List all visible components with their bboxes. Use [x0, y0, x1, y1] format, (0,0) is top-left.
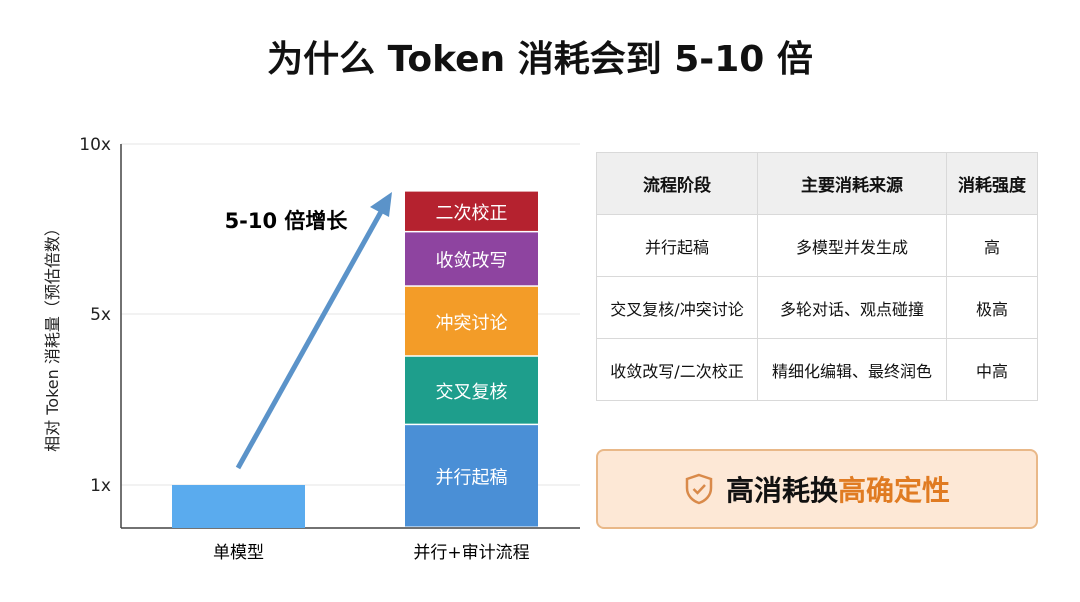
callout-highlight: 高确定性 — [838, 474, 951, 507]
bar-segment — [405, 232, 538, 286]
x-tick-label: 并行+审计流程 — [413, 543, 529, 563]
stacked-bar-chart: 1x 5x 10x 相对 Token 消耗量（预估倍数） 单模型 并行起稿 交叉复核 冲突讨论… — [43, 135, 580, 563]
segment-label: 交叉复核 — [436, 382, 508, 403]
table-header: 消耗强度 — [946, 152, 1038, 215]
table-cell: 高 — [946, 214, 1038, 277]
bar-segment — [405, 425, 538, 527]
table-cell: 中高 — [946, 338, 1038, 401]
bar-single-model — [172, 485, 305, 528]
table-row: 交叉复核/冲突讨论 多轮对话、观点碰撞 极高 — [596, 276, 1038, 339]
segment-label: 并行起稿 — [436, 468, 508, 489]
y-tick-label: 1x — [90, 476, 111, 496]
bar-segment — [405, 286, 538, 356]
segment-label: 收敛改写 — [436, 251, 508, 272]
y-tick-label: 10x — [79, 135, 111, 155]
segment-label: 冲突讨论 — [436, 313, 508, 334]
table-row: 并行起稿 多模型并发生成高 — [596, 214, 1038, 277]
page-title: 为什么 Token 消耗会到 5-10 倍 — [267, 39, 813, 80]
growth-annotation: 5-10 倍增长 — [225, 209, 349, 233]
consumption-table: 流程阶段 主要消耗来源 消耗强度 并行起稿 多模型并发生成高 交叉复核/冲突讨论多… — [596, 152, 1038, 401]
table-row: 收敛改写/二次校正 精细化编辑、最终润色 中高 — [596, 338, 1038, 401]
x-tick-label: 单模型 — [213, 543, 264, 563]
table-header: 流程阶段 — [596, 152, 758, 215]
table-cell: 多模型并发生成 — [757, 214, 947, 277]
table-cell: 多轮对话、观点碰撞 — [757, 276, 947, 339]
table-cell: 并行起稿 — [596, 214, 758, 277]
table-cell: 交叉复核/冲突讨论 — [596, 276, 758, 339]
growth-arrow — [235, 208, 385, 470]
y-axis-label: 相对 Token 消耗量（预估倍数） — [43, 220, 62, 452]
y-tick-label: 5x — [90, 305, 111, 325]
table-cell: 精细化编辑、最终润色 — [757, 338, 947, 401]
table-cell: 收敛改写/二次校正 — [596, 338, 758, 401]
bar-segment — [405, 191, 538, 231]
bar-segment — [405, 356, 538, 424]
shield-check-icon — [685, 473, 713, 505]
callout-banner: 高消耗换 高确定性 — [596, 449, 1038, 529]
arrow-head-icon — [370, 192, 392, 217]
table-header: 主要消耗来源 — [757, 152, 947, 215]
callout-text: 高消耗换 — [725, 474, 838, 507]
table-cell: 极高 — [946, 276, 1038, 339]
segment-label: 二次校正 — [436, 203, 508, 224]
